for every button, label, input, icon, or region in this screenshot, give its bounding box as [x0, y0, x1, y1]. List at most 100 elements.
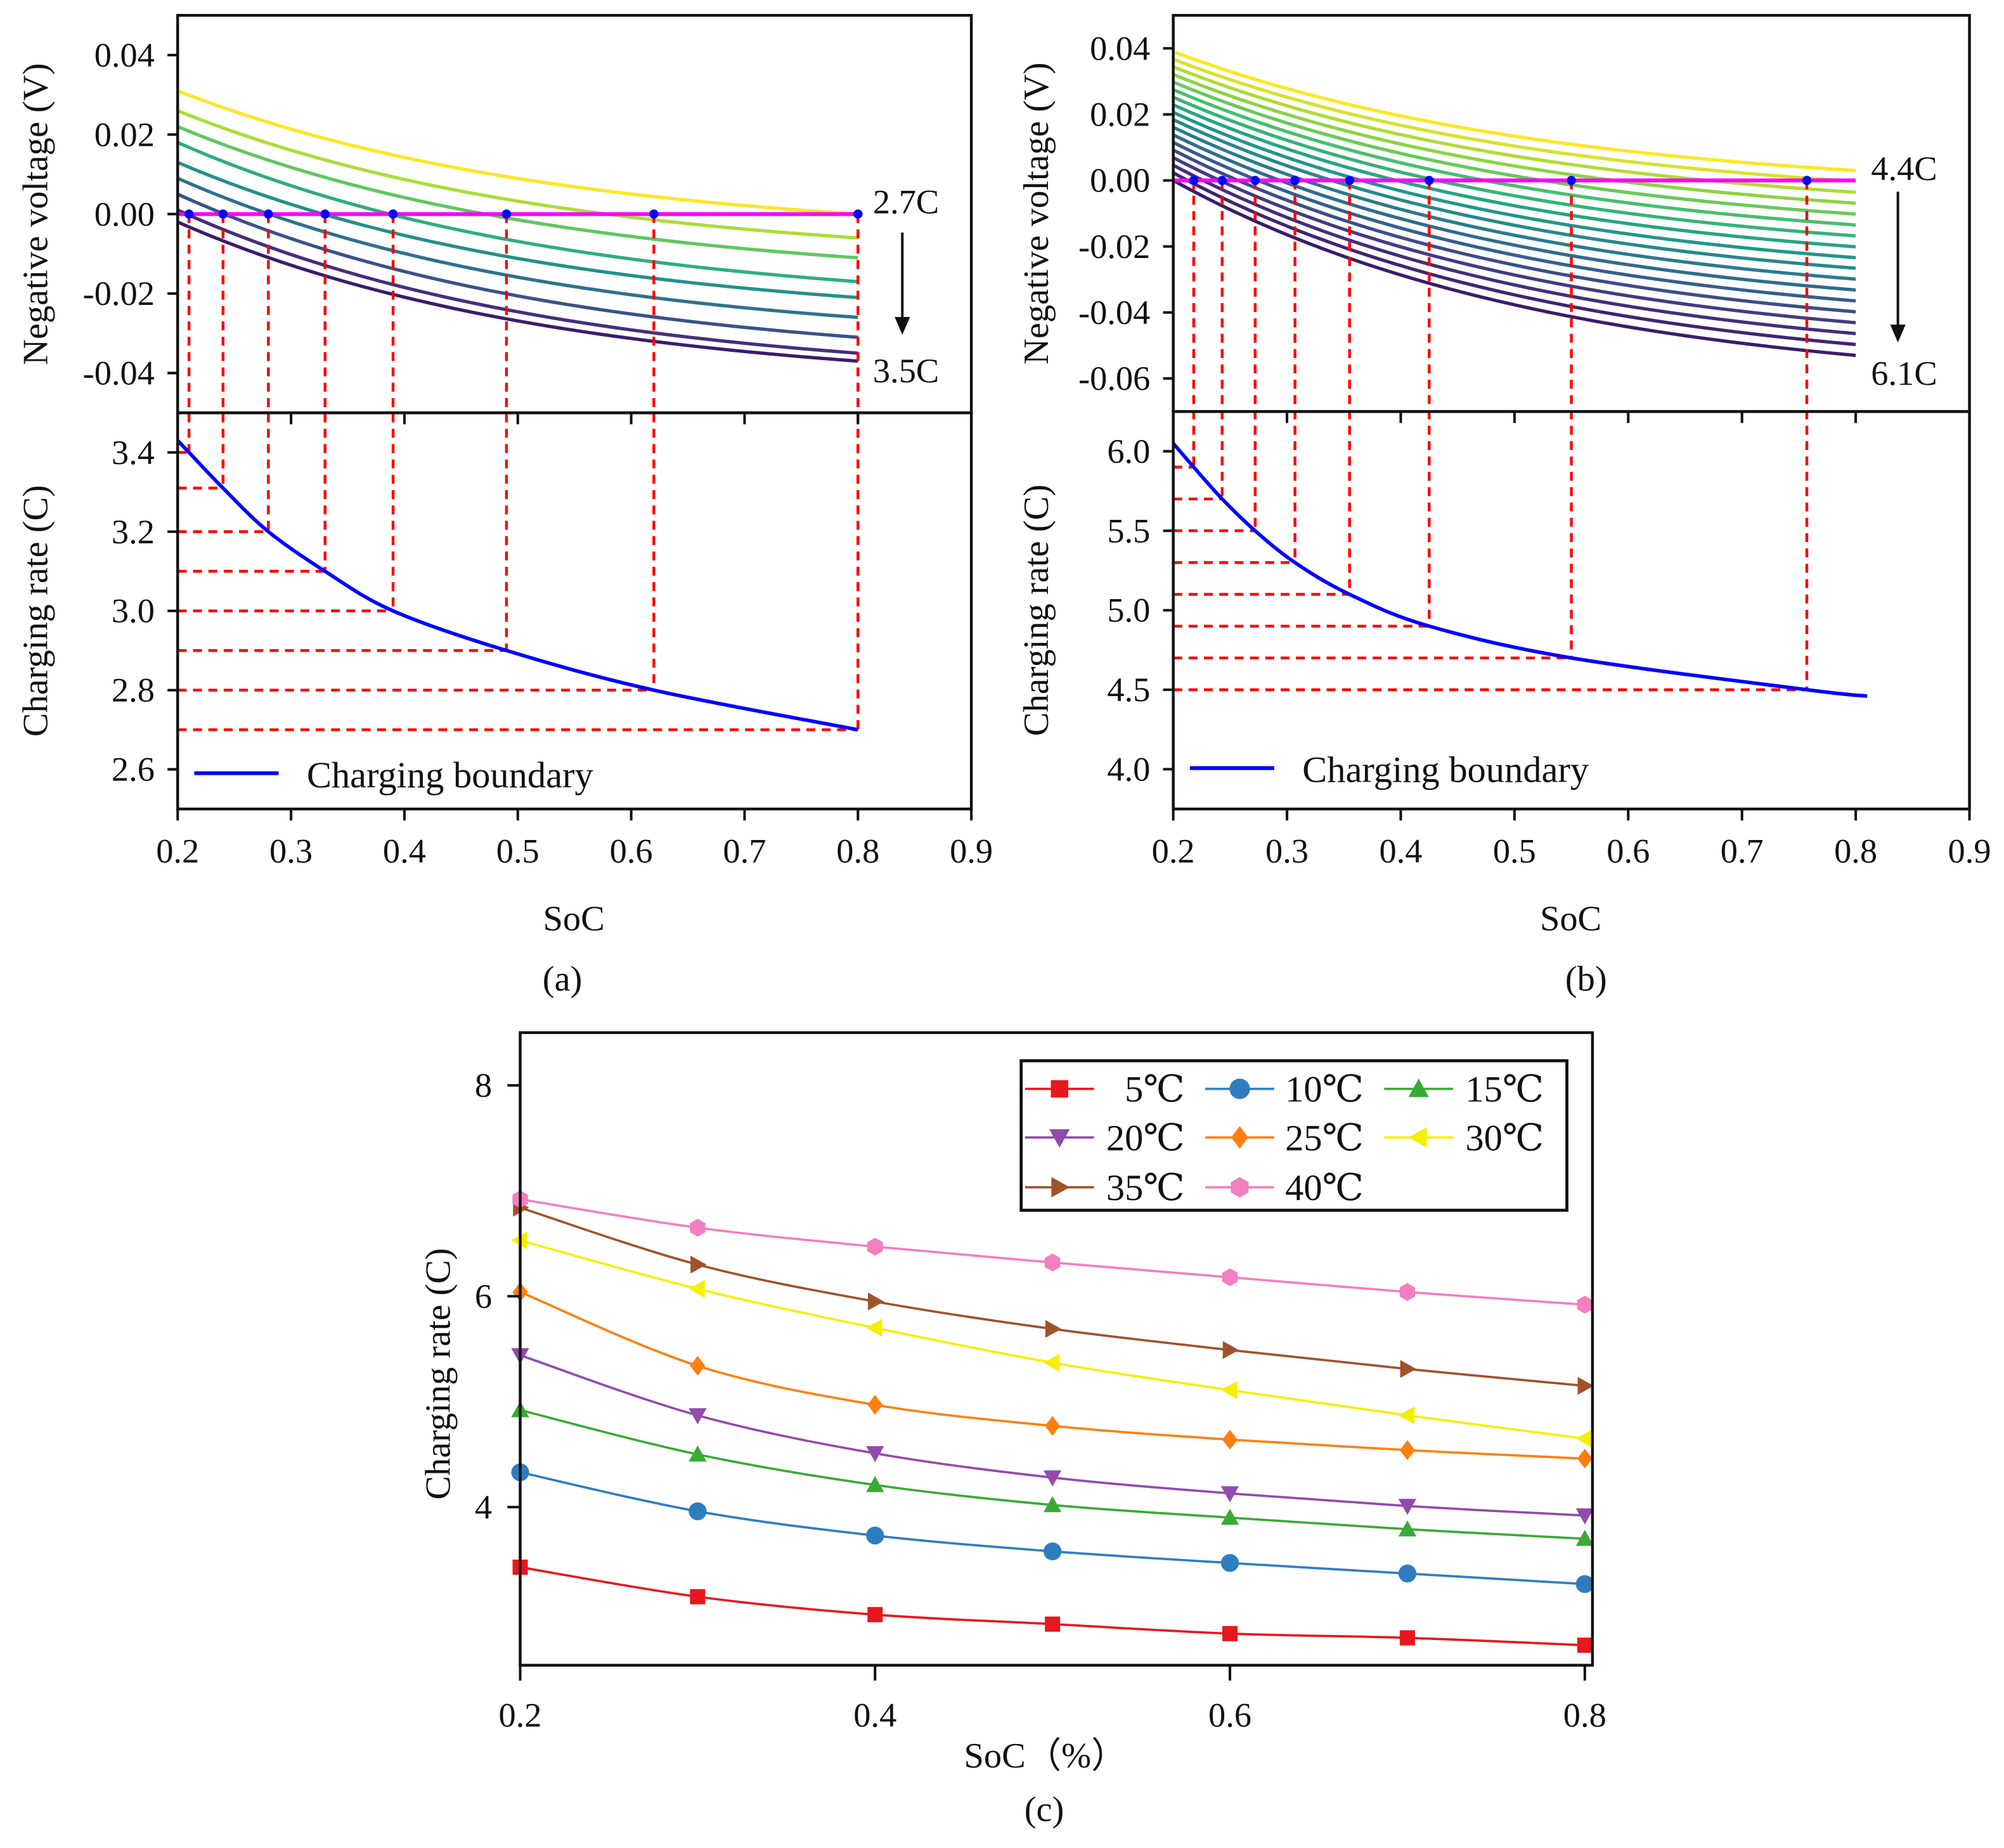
legend-label: 15℃	[1465, 1069, 1544, 1110]
crossing-point	[853, 209, 863, 219]
voltage-curve-6.1C	[1172, 179, 1856, 358]
legend-label: 10℃	[1285, 1069, 1364, 1110]
hexagon-marker-icon	[1222, 1268, 1238, 1286]
triangle-left-marker-icon	[688, 1279, 705, 1298]
plot-frame-c	[519, 1031, 1594, 1667]
y-tick-label: 0.04	[1090, 29, 1150, 67]
triangle-right-marker-icon	[1045, 1320, 1062, 1338]
hexagon-marker-icon	[1044, 1253, 1061, 1272]
circle-marker-icon	[1398, 1564, 1417, 1583]
charging-boundary-line	[176, 439, 858, 732]
triangle-up-marker-icon	[1398, 1520, 1417, 1537]
panel-c	[507, 1031, 1594, 1681]
hexagon-marker-icon	[1577, 1295, 1593, 1314]
x-tick-label: 0.7	[1721, 832, 1764, 870]
x-tick-label: 0.3	[269, 832, 313, 870]
arrow-head-icon	[1890, 325, 1906, 343]
y-tick-label: 0.04	[94, 36, 155, 74]
arrow-head-icon	[895, 316, 910, 335]
legend-label: 25℃	[1285, 1117, 1364, 1158]
circle-marker-icon	[1044, 1542, 1062, 1561]
y-tick-label: 5.0	[1107, 591, 1150, 630]
crossing-point	[218, 209, 228, 219]
x-axis-label: SoC	[1540, 900, 1601, 939]
square-marker-icon	[1050, 1080, 1068, 1098]
crossing-point	[1425, 176, 1434, 185]
legend-label: 30℃	[1465, 1117, 1544, 1158]
diamond-marker-icon	[1045, 1416, 1061, 1436]
crossing-point	[1250, 176, 1260, 185]
x-tick-label: 0.8	[1563, 1696, 1606, 1734]
x-tick-label: 0.6	[1606, 832, 1650, 870]
panel-b	[1163, 13, 1971, 821]
crossing-point	[501, 209, 512, 219]
triangle-up-marker-icon	[1044, 1496, 1062, 1513]
y-tick-label: -0.04	[1078, 294, 1150, 332]
y-tick-label: 4	[475, 1488, 492, 1526]
hexagon-marker-icon	[690, 1218, 706, 1237]
circle-marker-icon	[1575, 1575, 1594, 1593]
charging-boundary-line	[1172, 442, 1868, 698]
crossing-point	[1189, 176, 1199, 185]
triangle-left-marker-icon	[1044, 1354, 1060, 1372]
voltage-curve-4.5C	[1172, 58, 1856, 183]
y-tick-label: 3.0	[112, 592, 155, 630]
triangle-down-marker-icon	[866, 1446, 884, 1463]
triangle-right-marker-icon	[690, 1255, 707, 1274]
annotation-highest-rate: 3.5C	[873, 352, 939, 390]
crossing-point	[1802, 176, 1812, 185]
x-tick-label: 0.9	[950, 832, 993, 870]
diamond-marker-icon	[1577, 1449, 1593, 1469]
y-tick-label: 2.8	[112, 671, 155, 709]
y-tick-label: 5.5	[1107, 512, 1150, 550]
bottom-plot-frame	[176, 411, 973, 811]
voltage-curve-4.4C	[1172, 50, 1856, 172]
crossing-point	[264, 209, 273, 219]
x-tick-label: 0.2	[1152, 832, 1195, 870]
voltage-curve-2.7C	[177, 89, 858, 216]
voltage-curve-2.9C	[177, 125, 858, 260]
triangle-right-marker-icon	[1051, 1177, 1070, 1198]
y-axis-label-voltage: Negative voltage (V)	[1017, 62, 1056, 364]
y-tick-label: -0.04	[83, 354, 155, 392]
triangle-right-marker-icon	[1222, 1341, 1239, 1359]
x-tick-label: 0.2	[156, 832, 199, 870]
voltage-curve-4.8C	[1172, 80, 1856, 216]
diamond-marker-icon	[1231, 1126, 1249, 1149]
x-tick-label: 0.4	[1379, 832, 1422, 870]
series-line-1	[520, 1471, 1585, 1586]
diamond-marker-icon	[867, 1395, 883, 1415]
panel-caption: (c)	[1025, 1790, 1064, 1830]
legend	[1019, 1059, 1568, 1212]
y-axis-label-rate: Charging rate (C)	[1017, 484, 1056, 736]
voltage-curve-5.4C	[1172, 126, 1856, 281]
square-marker-icon	[867, 1606, 883, 1622]
triangle-left-marker-icon	[1398, 1406, 1415, 1425]
triangle-left-marker-icon	[1220, 1381, 1238, 1399]
legend-box	[1019, 1059, 1568, 1212]
voltage-curve-5.3C	[1172, 118, 1856, 270]
voltage-curve-6.0C	[1172, 171, 1856, 347]
legend-label: 40℃	[1285, 1167, 1364, 1208]
voltage-curve-4.6C	[1172, 65, 1856, 194]
square-marker-icon	[1399, 1630, 1415, 1646]
y-tick-label: -0.02	[83, 275, 155, 313]
y-tick-label: 6	[475, 1277, 492, 1315]
x-axis-label: SoC（%）	[964, 1736, 1127, 1776]
square-marker-icon	[1577, 1638, 1593, 1653]
diamond-marker-icon	[690, 1355, 706, 1376]
panel-caption: (a)	[543, 959, 583, 998]
y-axis-label-voltage: Negative voltage (V)	[16, 63, 56, 365]
x-tick-label: 0.9	[1948, 832, 1991, 870]
circle-marker-icon	[1220, 1554, 1239, 1572]
triangle-down-marker-icon	[1575, 1508, 1594, 1525]
legend-label: 20℃	[1106, 1117, 1185, 1158]
x-tick-label: 0.7	[723, 832, 766, 870]
voltage-curve-3.3C	[177, 192, 858, 339]
diamond-marker-icon	[1399, 1440, 1415, 1460]
triangle-right-marker-icon	[1400, 1360, 1417, 1378]
circle-marker-icon	[1229, 1078, 1250, 1099]
annotation-lowest-rate: 2.7C	[873, 183, 939, 221]
voltage-curve-2.8C	[177, 109, 858, 240]
